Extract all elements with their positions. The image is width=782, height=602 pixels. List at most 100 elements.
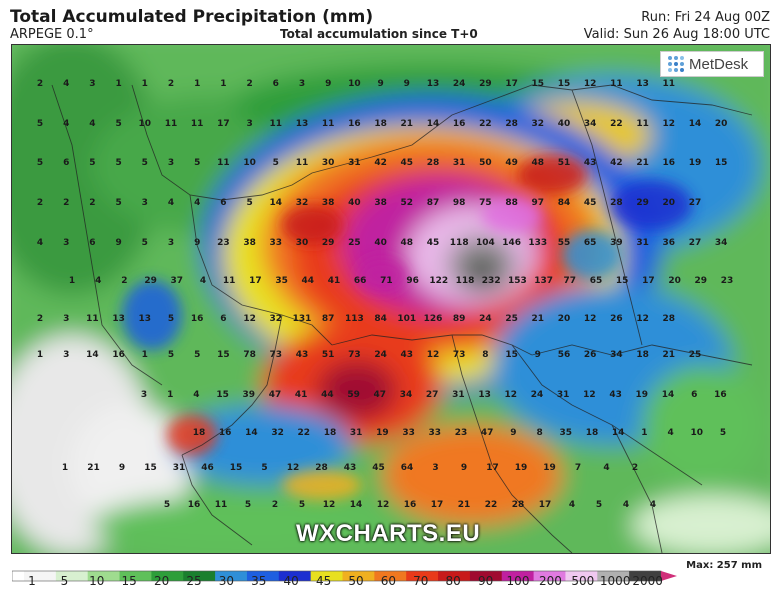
map-value-label: 66	[354, 276, 367, 286]
map-value-label: 38	[374, 198, 387, 208]
map-value-label: 34	[400, 390, 413, 400]
legend-color-cell	[215, 571, 248, 581]
map-value-label: 6	[691, 390, 697, 400]
map-value-label: 2	[63, 198, 69, 208]
metdesk-logo: MetDesk	[660, 51, 764, 77]
map-value-label: 1	[62, 463, 68, 473]
map-value-label: 3	[299, 79, 305, 89]
map-value-label: 28	[610, 198, 623, 208]
map-value-label: 11	[270, 119, 283, 129]
map-value-label: 4	[569, 500, 575, 510]
map-value-label: 3	[168, 158, 174, 168]
map-value-label: 27	[426, 390, 439, 400]
map-value-label: 4	[667, 428, 673, 438]
map-value-label: 5	[142, 238, 148, 248]
map-value-label: 31	[348, 158, 361, 168]
map-value-label: 133	[528, 238, 547, 248]
map-value-label: 31	[173, 463, 186, 473]
map-value-label: 31	[557, 390, 570, 400]
map-value-label: 77	[564, 276, 577, 286]
map-value-label: 29	[695, 276, 708, 286]
header: Total Accumulated Precipitation (mm) ARP…	[0, 0, 782, 44]
max-value: Max: 257 mm	[686, 560, 762, 571]
map-value-label: 5	[596, 500, 602, 510]
map-value-label: 33	[429, 428, 442, 438]
legend-color-cell	[87, 571, 121, 581]
map-value-label: 15	[505, 350, 518, 360]
map-value-label: 19	[636, 390, 649, 400]
map-value-label: 12	[583, 390, 596, 400]
map-value-label: 4	[63, 79, 69, 89]
map-value-label: 87	[427, 198, 440, 208]
legend-tick-label: 35	[251, 574, 267, 588]
map-value-label: 1	[641, 428, 647, 438]
legend-color-cell	[406, 571, 439, 581]
map-value-label: 5	[261, 463, 267, 473]
map-value-label: 9	[510, 428, 516, 438]
map-value-label: 11	[636, 119, 649, 129]
map-value-label: 22	[610, 119, 623, 129]
map-value-label: 43	[401, 350, 414, 360]
map-value-label: 118	[450, 238, 469, 248]
map-value-label: 17	[539, 500, 552, 510]
map-value-label: 51	[558, 158, 571, 168]
map-value-label: 113	[345, 314, 364, 324]
map-value-label: 23	[217, 238, 230, 248]
map-value-label: 12	[243, 314, 256, 324]
map-value-label: 9	[404, 79, 410, 89]
map-value-label: 2	[632, 463, 638, 473]
map-value-label: 14	[612, 428, 625, 438]
map-value-label: 11	[610, 79, 623, 89]
map-value-label: 24	[479, 314, 492, 324]
map-value-label: 16	[191, 314, 204, 324]
map-value-label: 16	[714, 390, 727, 400]
map-value-label: 49	[505, 158, 518, 168]
map-value-label: 23	[721, 276, 734, 286]
map-value-label: 9	[194, 238, 200, 248]
map-value-label: 26	[584, 350, 597, 360]
map-value-label: 5	[168, 314, 174, 324]
legend-color-cell	[151, 571, 184, 581]
map-value-label: 13	[112, 314, 125, 324]
map-value-label: 19	[543, 463, 556, 473]
map-value-label: 88	[505, 198, 518, 208]
map-value-label: 9	[119, 463, 125, 473]
valid-time: Valid: Sun 26 Aug 18:00 UTC	[583, 27, 770, 42]
map-value-label: 1	[167, 390, 173, 400]
map-value-label: 47	[481, 428, 494, 438]
map-value-label: 75	[479, 198, 492, 208]
map-value-label: 1	[37, 350, 43, 360]
map-value-label: 5	[115, 198, 121, 208]
map-value-label: 3	[141, 390, 147, 400]
map-value-label: 14	[350, 500, 363, 510]
map-value-label: 2	[246, 79, 252, 89]
map-value-label: 32	[532, 119, 545, 129]
map-value-label: 4	[168, 198, 174, 208]
legend-tick-label: 30	[218, 574, 235, 588]
map-value-label: 24	[374, 350, 387, 360]
map-value-label: 42	[610, 158, 623, 168]
legend-tick-label: 1000	[599, 574, 631, 588]
map-value-label: 12	[584, 79, 597, 89]
map-value-label: 12	[377, 500, 390, 510]
map-value-label: 84	[558, 198, 571, 208]
map-value-label: 78	[243, 350, 256, 360]
map-value-label: 11	[322, 119, 335, 129]
map-value-label: 12	[287, 463, 300, 473]
map-value-label: 33	[402, 428, 415, 438]
map-value-label: 20	[715, 119, 728, 129]
map-value-label: 50	[479, 158, 492, 168]
map-value-label: 51	[322, 350, 335, 360]
map-value-label: 7	[575, 463, 581, 473]
map-value-label: 28	[427, 158, 440, 168]
map-value-label: 45	[372, 463, 385, 473]
map-value-label: 47	[374, 390, 387, 400]
map-value-label: 5	[168, 350, 174, 360]
map-value-label: 3	[432, 463, 438, 473]
map-value-label: 14	[689, 119, 702, 129]
map-value-label: 64	[401, 463, 414, 473]
legend-tick-label: 45	[315, 574, 332, 588]
map-value-label: 118	[456, 276, 475, 286]
map-value-label: 37	[171, 276, 184, 286]
map-value-label: 40	[374, 238, 387, 248]
